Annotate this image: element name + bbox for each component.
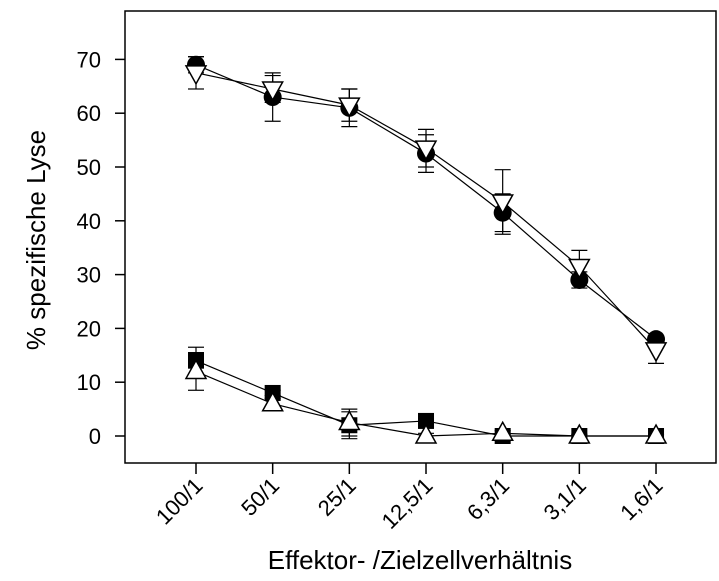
x-tick-label: 6,3/1 [462, 473, 514, 525]
x-tick-label: 12,5/1 [377, 473, 438, 534]
data-point [414, 423, 438, 444]
data-point [568, 258, 591, 280]
data-point [418, 412, 435, 429]
x-tick-label: 100/1 [151, 473, 208, 530]
data-point [338, 97, 361, 118]
data-point [491, 194, 514, 215]
data-point [491, 420, 514, 442]
series-line [195, 72, 657, 351]
x-tick-label: 3,1/1 [539, 473, 591, 525]
data-point [261, 391, 284, 412]
x-axis-label: Effektor- /Zielzellverhältnis [268, 545, 572, 575]
data-point [184, 358, 208, 380]
x-tick-label: 1,6/1 [615, 473, 667, 525]
y-tick-label: 40 [77, 209, 101, 234]
y-tick-label: 0 [89, 424, 101, 449]
data-point [184, 65, 208, 86]
y-axis: 0 10 20 30 40 50 60 70 [77, 47, 125, 449]
y-tick-label: 30 [77, 263, 101, 288]
data-point [568, 423, 591, 444]
y-tick-label: 70 [77, 47, 101, 72]
y-tick-label: 20 [77, 316, 101, 341]
x-axis: 100/1 50/1 25/1 12,5/1 6,3/1 3,1/1 1,6/1 [151, 463, 668, 534]
plot-frame [124, 10, 717, 464]
data-point [338, 410, 361, 431]
data-point [644, 423, 668, 444]
x-tick-label: 50/1 [236, 473, 284, 521]
y-axis-label: % spezifische Lyse [21, 130, 51, 350]
y-tick-label: 50 [77, 155, 101, 180]
data-point [414, 140, 438, 161]
series-0 [187, 55, 666, 349]
series-1 [184, 56, 668, 364]
data-point [261, 81, 284, 102]
series-layer [184, 55, 668, 444]
series-line [195, 64, 657, 340]
series-3 [184, 352, 668, 444]
y-tick-label: 10 [77, 370, 101, 395]
y-tick-label: 60 [77, 101, 101, 126]
data-point [644, 342, 668, 363]
x-tick-label: 25/1 [313, 473, 361, 521]
